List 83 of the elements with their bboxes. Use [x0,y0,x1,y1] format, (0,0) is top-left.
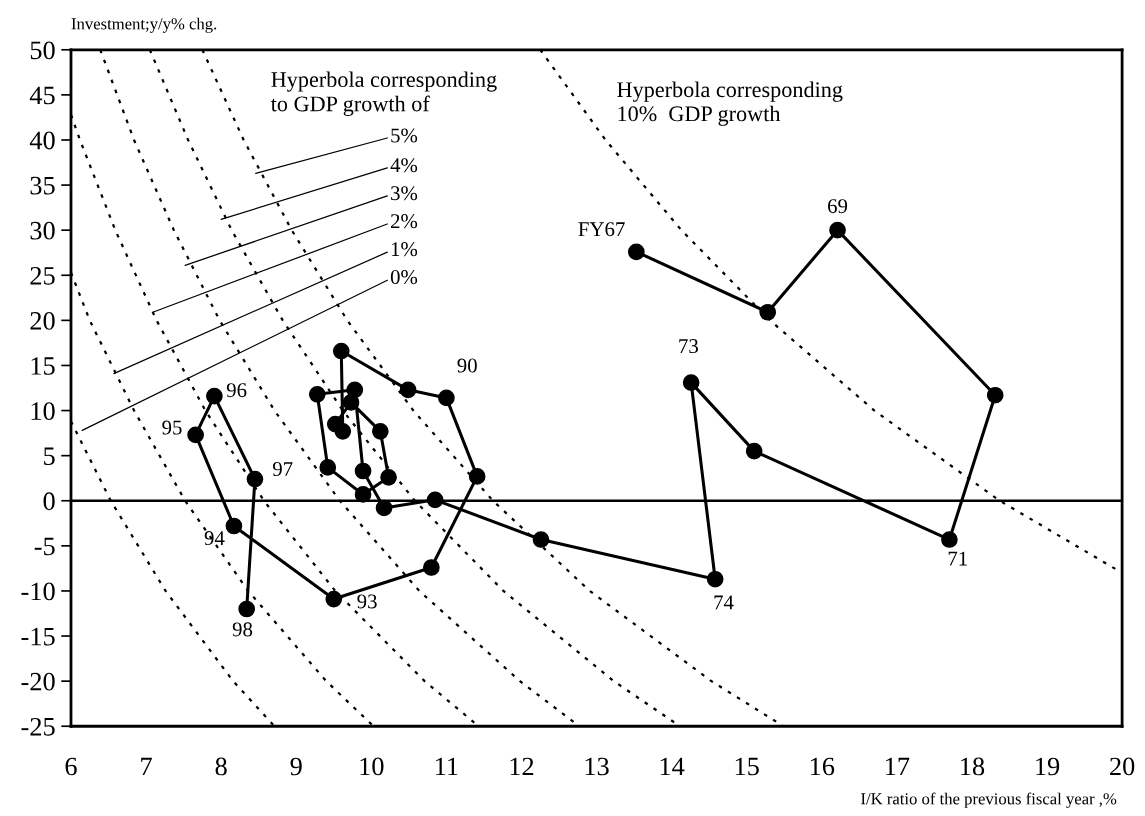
point [745,442,763,460]
point [628,243,645,261]
x-tick-label: 12 [510,757,534,776]
point [354,486,372,503]
point [238,600,256,618]
y-tick-label: 40 [29,131,55,150]
y-tick-label: 20 [30,311,55,330]
x-tick-label: 20 [1110,757,1135,776]
x-tick-label: 15 [735,757,759,776]
annotation: 98 [232,622,253,637]
x-tick-label: 10 [360,757,384,776]
x-tick-label: 7 [141,757,152,776]
annotation: 74 [714,595,734,610]
annotation: 5% [391,128,418,143]
annotation: 0% [390,270,418,285]
annotation: 71 [948,551,967,566]
y-tick-label: 0 [43,492,55,511]
point [206,387,223,405]
x-axis-title: I/K ratio of the previous fiscal year ,% [861,792,1117,808]
y-tick-label: 30 [30,221,55,240]
annotation: FY67 [578,222,625,237]
x-tick-label: 11 [436,757,458,776]
y-tick-label: -5 [34,537,55,556]
point [187,426,204,444]
annotation: 73 [679,339,698,354]
x-tick-label: 6 [65,757,77,776]
point [332,342,350,360]
point [380,468,397,486]
annotation: Hyperbola corresponding to GDP growth of [270,71,497,116]
point [532,531,550,548]
y-tick-label: 35 [30,176,55,195]
y-tick-label: 10 [31,402,55,420]
y-tick-label: 50 [30,41,55,60]
point [423,559,440,576]
annotation: Hyperbola corresponding 10% GDP growth [617,81,843,126]
annotation: 90 [457,358,477,373]
y-tick-label: 5 [44,447,55,466]
point [829,221,846,239]
point [468,468,486,485]
x-tick-label: 8 [215,757,227,776]
annotation: 1% [391,242,418,257]
y-tick-label: 15 [31,357,55,375]
point [375,499,393,517]
point [325,590,343,608]
x-tick-label: 16 [810,757,835,776]
point [342,394,360,411]
point [986,386,1004,404]
annotation: 3% [391,186,418,201]
y-tick-label: 45 [29,86,55,105]
x-tick-label: 9 [290,757,302,776]
point [941,531,958,548]
y-tick-label: -10 [21,582,55,601]
x-tick-label: 18 [961,757,985,776]
x-tick-label: 14 [660,757,685,776]
annotation: 93 [357,594,377,609]
point [308,385,326,403]
point [706,570,724,588]
point [354,462,372,480]
point [334,422,352,440]
x-tick-label: 17 [885,757,910,776]
y-tick-label: 25 [30,266,55,285]
point [682,374,700,391]
point [759,303,777,321]
x-tick-label: 13 [585,757,609,776]
point [399,381,417,399]
y-tick-label: -15 [21,627,55,646]
point [438,389,455,407]
annotation: 94 [204,531,225,546]
point [246,470,264,488]
point [426,491,444,509]
y-axis-title: Investment;y/y% chg. [71,17,217,33]
annotation: 69 [828,199,848,214]
annotation: 4% [390,158,418,173]
annotation: 96 [226,383,247,398]
x-tick-label: 19 [1036,757,1060,776]
annotation: 97 [272,461,293,476]
y-tick-label: -25 [21,717,55,736]
annotation: 95 [162,420,182,435]
point [371,422,389,440]
annotation: 2% [390,214,418,229]
point [225,517,243,535]
y-tick-label: -20 [21,672,55,691]
point [319,459,337,476]
